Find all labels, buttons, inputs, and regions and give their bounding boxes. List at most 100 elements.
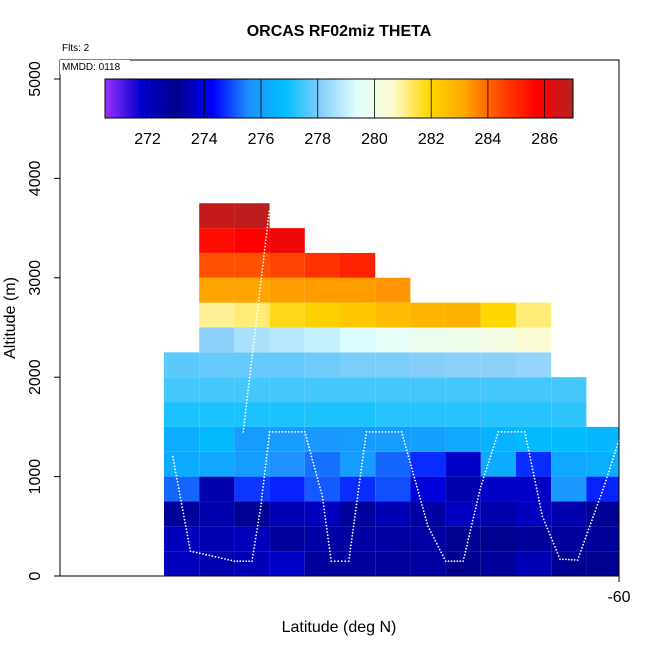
track-point <box>468 535 470 538</box>
heatmap-cell <box>551 402 587 427</box>
track-point <box>507 431 510 433</box>
track-point <box>514 431 516 433</box>
track-point <box>447 560 450 562</box>
track-point <box>278 431 281 433</box>
heatmap-cell <box>304 302 340 328</box>
track-point <box>453 560 456 562</box>
track-point <box>479 488 481 491</box>
track-point <box>239 560 242 562</box>
track-point <box>557 555 560 557</box>
track-point <box>311 458 314 461</box>
track-point <box>256 524 259 527</box>
track-point <box>430 531 432 533</box>
track-point <box>321 495 324 498</box>
track-point <box>472 516 475 519</box>
track-point <box>535 487 538 490</box>
annotation-box <box>60 60 130 74</box>
track-point <box>602 488 604 491</box>
track-point <box>610 461 613 464</box>
track-point <box>253 335 256 337</box>
track-point <box>198 552 201 555</box>
track-point <box>585 534 588 537</box>
heatmap-cell <box>551 476 587 502</box>
heatmap-cell <box>375 402 411 427</box>
track-point <box>327 537 329 540</box>
heatmap-cell <box>410 402 446 427</box>
heatmap-cell <box>199 501 235 527</box>
heatmap-cell <box>234 551 270 576</box>
heatmap-cell <box>340 252 376 278</box>
colorbar-tick-label: 278 <box>304 131 331 148</box>
track-point <box>475 504 478 507</box>
track-point <box>487 461 490 464</box>
heatmap-cell <box>269 277 305 303</box>
track-point <box>496 434 499 436</box>
heatmap-cell <box>516 551 552 576</box>
heatmap-cell <box>410 526 446 552</box>
x-axis-label: Latitude (deg N) <box>282 619 397 636</box>
track-point <box>485 467 488 470</box>
track-point <box>615 446 618 448</box>
track-point <box>578 553 581 555</box>
track-point <box>539 506 542 508</box>
y-tick-label: 2000 <box>27 359 44 395</box>
heatmap-cell <box>516 327 552 353</box>
track-point <box>352 528 354 531</box>
track-point <box>205 553 208 556</box>
track-point <box>520 431 523 433</box>
track-point <box>410 467 413 470</box>
track-point <box>532 471 535 474</box>
track-point <box>350 538 353 540</box>
track-point <box>368 431 371 433</box>
track-point <box>476 501 478 503</box>
track-point <box>361 459 364 462</box>
track-point <box>186 531 188 534</box>
track-point <box>606 476 608 479</box>
heatmap-cell <box>234 451 270 477</box>
track-point <box>351 531 354 534</box>
track-point <box>481 479 484 482</box>
track-point <box>255 534 257 537</box>
track-point <box>544 521 546 524</box>
track-point <box>415 482 417 485</box>
track-point <box>243 421 246 424</box>
y-axis: 0 1000 2000 3000 4000 5000 <box>27 61 60 580</box>
track-point <box>187 537 190 540</box>
track-point <box>416 488 419 491</box>
track-point <box>263 479 265 482</box>
track-point <box>549 533 551 536</box>
track-point <box>586 531 589 534</box>
track-point <box>303 431 306 433</box>
track-point <box>360 465 363 468</box>
track-point <box>362 449 365 452</box>
track-point <box>266 447 269 449</box>
track-point <box>588 525 591 528</box>
track-point <box>261 268 264 270</box>
track-point <box>365 431 368 433</box>
track-point <box>535 484 537 486</box>
track-point <box>244 415 247 417</box>
track-point <box>583 540 586 543</box>
track-point <box>257 521 260 524</box>
track-point <box>528 452 531 455</box>
track-point <box>410 464 412 467</box>
track-point <box>517 431 520 433</box>
track-point <box>177 484 180 486</box>
heatmap-cell <box>269 551 305 576</box>
track-point <box>596 504 599 506</box>
track-point <box>352 525 355 528</box>
track-point <box>356 500 358 503</box>
track-point <box>477 498 479 500</box>
heatmap-cell <box>480 377 516 403</box>
heatmap-cell <box>199 451 235 477</box>
track-point <box>482 476 485 479</box>
track-point <box>418 494 421 497</box>
track-point <box>177 487 180 490</box>
track-point <box>407 455 410 458</box>
track-point <box>258 290 261 293</box>
track-point <box>267 440 270 443</box>
track-point <box>471 519 474 522</box>
track-point <box>363 443 366 446</box>
colorbar-tick-label: 284 <box>475 131 502 148</box>
track-point <box>250 360 253 363</box>
